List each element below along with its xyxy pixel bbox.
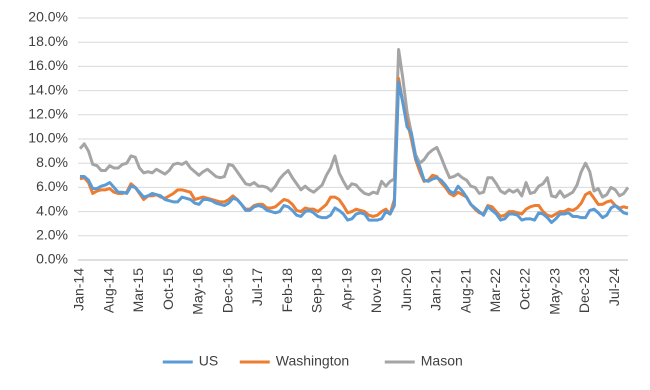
y-tick-label: 4.0% [36,202,68,218]
y-tick-label: 18.0% [28,33,68,49]
series-line [80,80,629,224]
x-tick-label: Mar-22 [487,268,503,313]
y-tick-label: 0.0% [36,251,68,267]
x-tick-label: Mar-15 [130,268,146,313]
x-tick-label: May-23 [546,268,562,315]
y-tick-label: 12.0% [28,106,68,122]
legend-label: Washington [276,353,349,369]
y-tick-label: 2.0% [36,227,68,243]
x-tick-label: Aug-21 [457,268,473,313]
y-tick-label: 10.0% [28,130,68,146]
x-tick-label: Sep-18 [309,268,325,313]
x-tick-label: Aug-14 [100,268,116,313]
x-tick-label: May-16 [190,268,206,315]
x-tick-label: Dec-23 [576,268,592,313]
y-tick-label: 8.0% [36,154,68,170]
legend-label: US [199,353,218,369]
x-tick-label: Oct-15 [160,268,176,310]
x-tick-label: Jul-17 [249,268,265,306]
y-tick-label: 14.0% [28,81,68,97]
x-tick-label: Dec-16 [219,268,235,313]
y-tick-label: 16.0% [28,57,68,73]
x-tick-label: Nov-19 [368,268,384,313]
legend-label: Mason [421,353,463,369]
x-tick-label: Oct-22 [517,268,533,310]
x-tick-label: Jan-14 [71,268,87,311]
x-tick-label: Jan-21 [428,268,444,311]
x-tick-label: Apr-19 [338,268,354,310]
y-tick-label: 20.0% [28,9,68,25]
series-line [79,77,629,218]
y-tick-label: 6.0% [36,178,68,194]
x-tick-label: Feb-18 [279,268,295,313]
series-line [78,47,630,199]
x-tick-label: Jul-24 [606,268,622,306]
x-tick-label: Jun-20 [398,268,414,311]
